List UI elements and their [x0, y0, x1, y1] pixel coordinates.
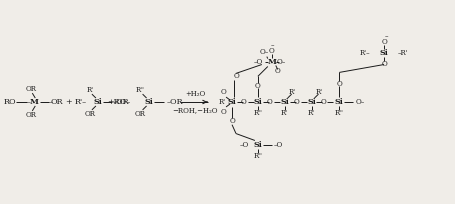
Text: M: M: [267, 58, 276, 65]
Text: –: –: [270, 41, 274, 49]
Text: –: –: [384, 32, 387, 40]
Text: R'–: R'–: [359, 49, 369, 57]
Text: O: O: [233, 72, 238, 80]
Text: R': R': [288, 88, 296, 96]
Text: –OR: –OR: [112, 98, 129, 106]
Text: Si: Si: [280, 98, 288, 106]
Text: O: O: [220, 108, 226, 116]
Text: OR: OR: [84, 110, 95, 118]
Text: R'': R'': [334, 109, 343, 117]
Text: O: O: [274, 68, 280, 75]
Text: RO: RO: [3, 98, 16, 106]
Text: OR: OR: [26, 85, 37, 93]
Text: R': R': [315, 88, 322, 96]
Text: R'–: R'–: [75, 98, 87, 106]
Text: R'': R'': [253, 152, 262, 160]
Text: OR: OR: [135, 110, 146, 118]
Text: –OR: –OR: [166, 98, 182, 106]
Text: Si: Si: [334, 98, 343, 106]
Text: Si: Si: [253, 98, 262, 106]
Text: Si: Si: [144, 98, 152, 106]
Text: –O: –O: [273, 141, 283, 149]
Text: −ROH,−H₂O: −ROH,−H₂O: [172, 106, 217, 114]
Text: +H₂O: +H₂O: [185, 90, 205, 98]
Text: +RO–: +RO–: [107, 98, 130, 106]
Text: O: O: [254, 82, 260, 90]
Text: –: –: [26, 98, 30, 106]
Text: O: O: [220, 88, 226, 96]
Text: O–: O–: [258, 48, 268, 56]
Text: OR: OR: [51, 98, 63, 106]
Text: O: O: [293, 98, 299, 106]
Text: R'': R'': [136, 86, 145, 94]
Text: O: O: [266, 98, 272, 106]
Text: +: +: [65, 98, 71, 106]
Text: Si: Si: [227, 98, 236, 106]
Text: Si: Si: [379, 49, 388, 57]
Text: O: O: [380, 60, 386, 68]
Text: R'': R'': [253, 109, 262, 117]
Text: O: O: [229, 117, 234, 125]
Text: –O: –O: [253, 58, 262, 65]
Text: O–: O–: [354, 98, 364, 106]
Text: Si: Si: [307, 98, 315, 106]
Text: O: O: [241, 98, 246, 106]
Text: OR: OR: [26, 111, 37, 119]
Text: M: M: [30, 98, 39, 106]
Text: R': R': [307, 109, 314, 117]
Text: O: O: [320, 98, 326, 106]
Text: –O: –O: [239, 141, 248, 149]
Text: –: –: [48, 98, 52, 106]
Text: O–: O–: [277, 58, 286, 65]
Text: R': R': [86, 86, 93, 94]
Text: O: O: [380, 38, 386, 46]
Text: Si: Si: [253, 141, 262, 149]
Text: Si: Si: [93, 98, 102, 106]
Text: –R': –R': [397, 49, 408, 57]
Text: O: O: [336, 80, 341, 88]
Text: O: O: [268, 47, 274, 55]
Text: R': R': [218, 98, 225, 106]
Text: R': R': [281, 109, 288, 117]
